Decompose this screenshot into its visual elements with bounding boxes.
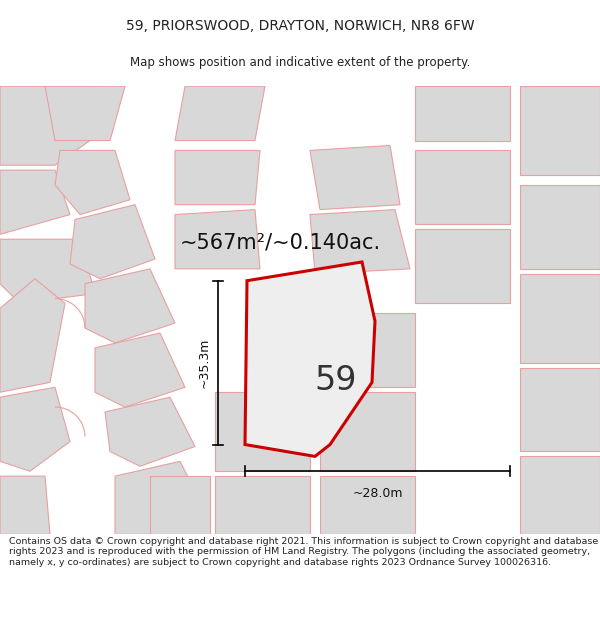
- Polygon shape: [0, 86, 90, 165]
- Polygon shape: [415, 229, 510, 303]
- Polygon shape: [320, 392, 415, 471]
- Polygon shape: [70, 205, 155, 279]
- Polygon shape: [150, 476, 210, 534]
- Polygon shape: [55, 151, 130, 214]
- Polygon shape: [0, 239, 95, 303]
- Polygon shape: [95, 333, 185, 407]
- Polygon shape: [0, 170, 70, 234]
- Polygon shape: [130, 86, 320, 534]
- Polygon shape: [0, 141, 600, 180]
- Polygon shape: [0, 279, 65, 392]
- Polygon shape: [175, 86, 265, 141]
- Polygon shape: [175, 151, 260, 205]
- Polygon shape: [520, 185, 600, 269]
- Polygon shape: [175, 209, 260, 269]
- Text: ~567m²/~0.140ac.: ~567m²/~0.140ac.: [179, 232, 380, 253]
- Text: ~35.3m: ~35.3m: [197, 338, 211, 388]
- Polygon shape: [45, 86, 125, 141]
- Polygon shape: [0, 279, 200, 461]
- Polygon shape: [520, 456, 600, 534]
- Polygon shape: [310, 146, 400, 209]
- Polygon shape: [0, 388, 70, 471]
- Polygon shape: [415, 151, 510, 224]
- Polygon shape: [520, 274, 600, 362]
- Text: 59, PRIORSWOOD, DRAYTON, NORWICH, NR8 6FW: 59, PRIORSWOOD, DRAYTON, NORWICH, NR8 6F…: [125, 19, 475, 33]
- Polygon shape: [320, 313, 415, 388]
- Polygon shape: [115, 461, 205, 534]
- Text: Map shows position and indicative extent of the property.: Map shows position and indicative extent…: [130, 56, 470, 69]
- Polygon shape: [0, 476, 50, 534]
- Polygon shape: [245, 262, 375, 456]
- Polygon shape: [105, 397, 195, 466]
- Polygon shape: [310, 209, 410, 274]
- Polygon shape: [215, 392, 310, 471]
- Polygon shape: [400, 86, 600, 284]
- Polygon shape: [320, 476, 415, 534]
- Polygon shape: [85, 269, 175, 343]
- Text: Contains OS data © Crown copyright and database right 2021. This information is : Contains OS data © Crown copyright and d…: [9, 537, 598, 567]
- Polygon shape: [0, 471, 600, 534]
- Text: 59: 59: [314, 364, 357, 397]
- Text: ~28.0m: ~28.0m: [352, 487, 403, 500]
- Polygon shape: [215, 476, 310, 534]
- Polygon shape: [415, 86, 510, 141]
- Polygon shape: [520, 368, 600, 451]
- Polygon shape: [520, 86, 600, 175]
- Polygon shape: [140, 461, 510, 501]
